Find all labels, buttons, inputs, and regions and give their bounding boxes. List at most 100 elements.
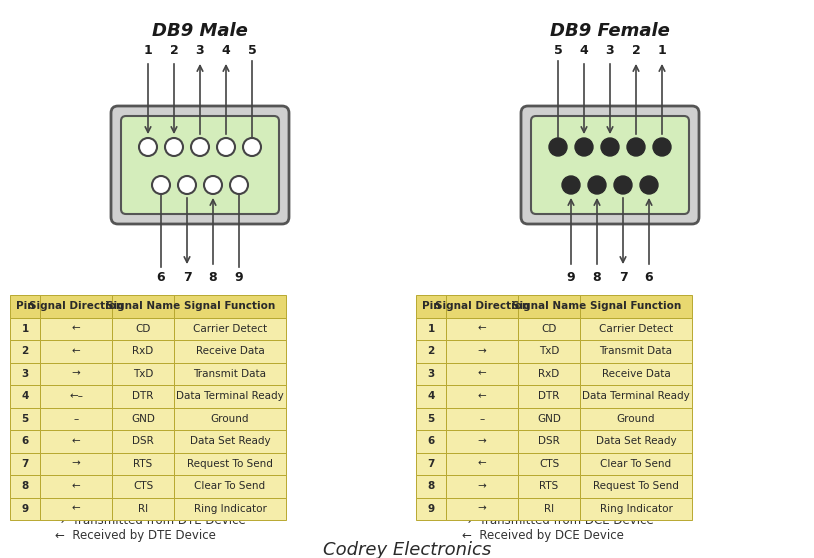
Bar xyxy=(10,407,40,430)
Bar xyxy=(40,453,112,475)
Circle shape xyxy=(191,138,209,156)
Bar xyxy=(112,340,174,363)
Text: RI: RI xyxy=(544,504,554,514)
Text: →: → xyxy=(478,504,487,514)
Text: RTS: RTS xyxy=(540,481,558,491)
Text: 9: 9 xyxy=(21,504,28,514)
Text: CD: CD xyxy=(541,324,557,334)
Bar xyxy=(10,295,40,318)
Bar xyxy=(10,498,40,520)
Text: Ring Indicator: Ring Indicator xyxy=(600,504,672,514)
Circle shape xyxy=(627,138,645,156)
Bar xyxy=(446,363,518,385)
Bar xyxy=(580,363,692,385)
Circle shape xyxy=(152,176,170,194)
Bar xyxy=(580,498,692,520)
Text: 6: 6 xyxy=(427,436,435,446)
Text: CTS: CTS xyxy=(133,481,153,491)
Bar xyxy=(518,340,580,363)
Bar xyxy=(518,295,580,318)
Bar xyxy=(518,430,580,453)
Text: 6: 6 xyxy=(21,436,28,446)
Text: 3: 3 xyxy=(195,44,204,57)
Text: →: → xyxy=(72,369,81,379)
Bar xyxy=(112,498,174,520)
Bar xyxy=(40,430,112,453)
Text: GND: GND xyxy=(131,413,155,424)
Text: ←  Received by DCE Device: ← Received by DCE Device xyxy=(462,530,624,542)
Text: Transmit Data: Transmit Data xyxy=(194,369,266,379)
Bar xyxy=(174,498,286,520)
Bar xyxy=(416,363,446,385)
Circle shape xyxy=(230,176,248,194)
Bar xyxy=(416,475,446,498)
Text: 2: 2 xyxy=(427,347,435,356)
Text: Clear To Send: Clear To Send xyxy=(601,459,672,469)
Bar xyxy=(112,318,174,340)
Text: Receive Data: Receive Data xyxy=(195,347,265,356)
Text: 3: 3 xyxy=(21,369,28,379)
Text: 5: 5 xyxy=(21,413,28,424)
Bar xyxy=(518,363,580,385)
Text: DB9 Male: DB9 Male xyxy=(152,22,248,40)
Text: –: – xyxy=(479,413,484,424)
Circle shape xyxy=(549,138,567,156)
Bar xyxy=(416,318,446,340)
Circle shape xyxy=(614,176,632,194)
Bar xyxy=(518,475,580,498)
Text: ←: ← xyxy=(478,369,487,379)
Bar xyxy=(580,475,692,498)
Text: Ground: Ground xyxy=(617,413,655,424)
Text: DSR: DSR xyxy=(132,436,154,446)
FancyBboxPatch shape xyxy=(121,116,279,214)
Bar xyxy=(580,385,692,407)
Text: →: → xyxy=(478,347,487,356)
Text: DTR: DTR xyxy=(538,391,560,401)
Text: DB9 Female: DB9 Female xyxy=(550,22,670,40)
Text: 8: 8 xyxy=(427,481,435,491)
Bar xyxy=(40,295,112,318)
Bar xyxy=(446,385,518,407)
Text: ←: ← xyxy=(72,481,81,491)
Bar xyxy=(416,385,446,407)
Text: ←: ← xyxy=(478,324,487,334)
Bar xyxy=(40,318,112,340)
Bar xyxy=(40,363,112,385)
Bar xyxy=(416,430,446,453)
Bar xyxy=(112,453,174,475)
Bar xyxy=(580,430,692,453)
Text: 8: 8 xyxy=(208,271,217,284)
Bar xyxy=(518,498,580,520)
Text: 6: 6 xyxy=(645,271,654,284)
Circle shape xyxy=(601,138,619,156)
Bar xyxy=(174,385,286,407)
Text: 5: 5 xyxy=(427,413,435,424)
Bar xyxy=(112,407,174,430)
Text: 2: 2 xyxy=(21,347,28,356)
Bar xyxy=(40,407,112,430)
Text: ←: ← xyxy=(72,436,81,446)
Circle shape xyxy=(204,176,222,194)
Text: Data Set Ready: Data Set Ready xyxy=(190,436,270,446)
Text: DSR: DSR xyxy=(538,436,560,446)
Circle shape xyxy=(653,138,671,156)
Text: Signal Direction: Signal Direction xyxy=(435,301,529,311)
Text: 6: 6 xyxy=(156,271,165,284)
Bar xyxy=(10,363,40,385)
Bar xyxy=(10,385,40,407)
Text: Signal Function: Signal Function xyxy=(590,301,681,311)
Bar xyxy=(10,453,40,475)
Bar xyxy=(174,295,286,318)
Text: 5: 5 xyxy=(554,44,562,57)
Text: →: → xyxy=(72,459,81,469)
Text: 7: 7 xyxy=(21,459,28,469)
Bar xyxy=(580,453,692,475)
Bar xyxy=(174,318,286,340)
Bar xyxy=(40,340,112,363)
Text: Signal Name: Signal Name xyxy=(106,301,180,311)
Text: 9: 9 xyxy=(427,504,435,514)
Text: Clear To Send: Clear To Send xyxy=(195,481,265,491)
Bar xyxy=(416,407,446,430)
Bar xyxy=(518,318,580,340)
Text: ←: ← xyxy=(478,459,487,469)
